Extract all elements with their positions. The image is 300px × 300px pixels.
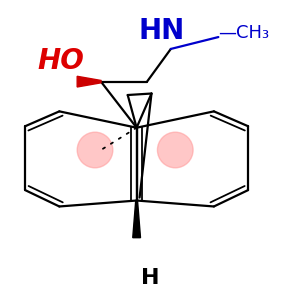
- Text: —CH₃: —CH₃: [218, 24, 269, 42]
- Text: H: H: [141, 268, 159, 288]
- Polygon shape: [133, 200, 140, 238]
- Text: HO: HO: [38, 47, 84, 75]
- Circle shape: [158, 132, 193, 168]
- Polygon shape: [77, 76, 101, 87]
- Circle shape: [77, 132, 113, 168]
- Text: HN: HN: [139, 17, 185, 45]
